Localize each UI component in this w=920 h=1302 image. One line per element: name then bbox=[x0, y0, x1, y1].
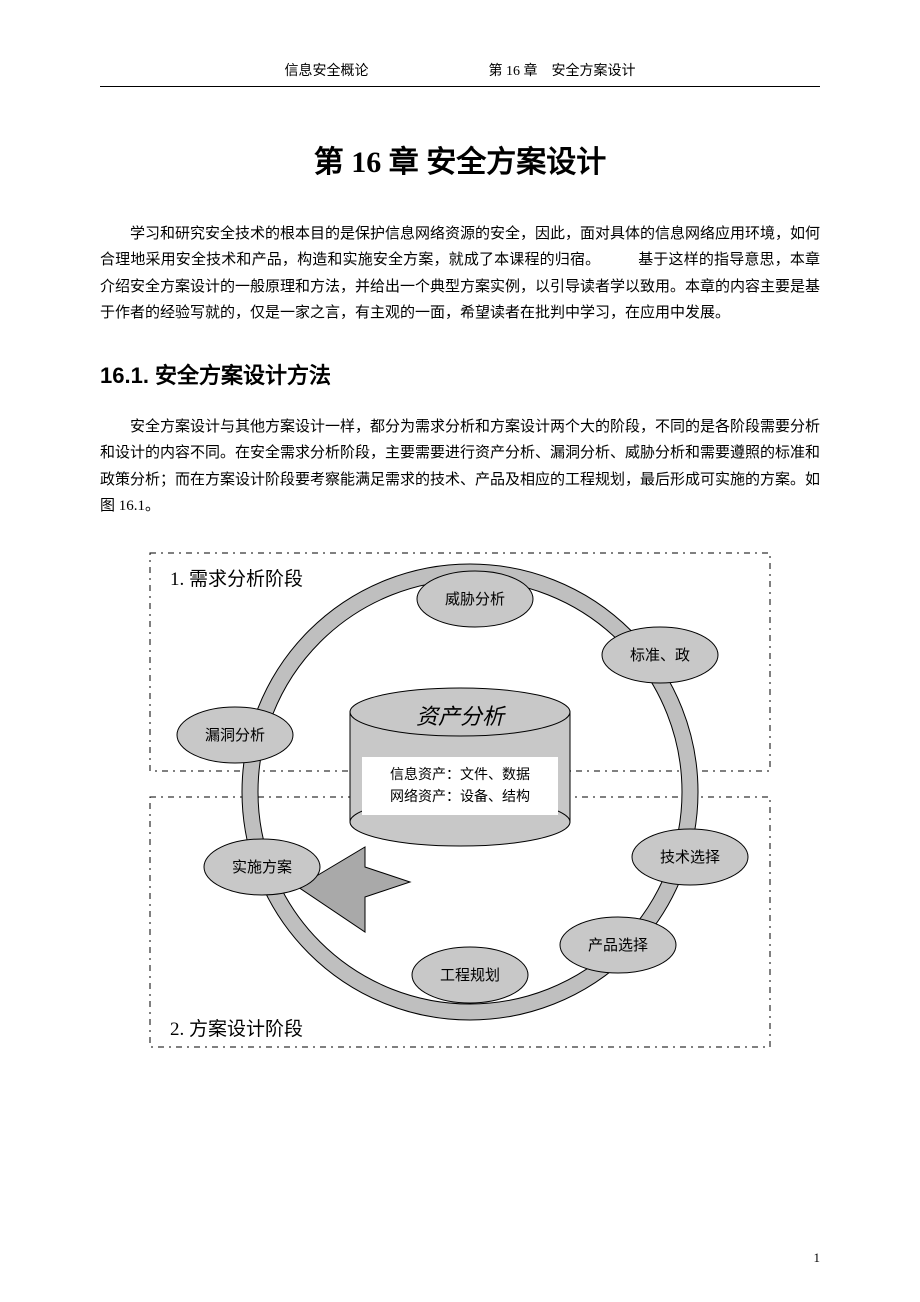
header-right: 第 16 章 安全方案设计 bbox=[489, 60, 636, 80]
intro-paragraph: 学习和研究安全技术的根本目的是保护信息网络资源的安全，因此，面对具体的信息网络应… bbox=[100, 221, 820, 326]
svg-text:1. 需求分析阶段: 1. 需求分析阶段 bbox=[170, 568, 303, 590]
page-number: 1 bbox=[814, 1250, 821, 1266]
svg-text:资产分析: 资产分析 bbox=[416, 704, 507, 729]
figure-16-1: 资产分析信息资产：文件、数据网络资产：设备、结构 威胁分析标准、政漏洞分析技术选择… bbox=[100, 537, 820, 1067]
chapter-title: 第 16 章 安全方案设计 bbox=[100, 137, 820, 181]
svg-text:威胁分析: 威胁分析 bbox=[445, 591, 505, 608]
svg-text:2. 方案设计阶段: 2. 方案设计阶段 bbox=[170, 1018, 303, 1040]
svg-text:网络资产：设备、结构: 网络资产：设备、结构 bbox=[390, 788, 530, 805]
flowchart-svg: 资产分析信息资产：文件、数据网络资产：设备、结构 威胁分析标准、政漏洞分析技术选择… bbox=[120, 537, 800, 1067]
svg-text:标准、政: 标准、政 bbox=[630, 647, 690, 664]
svg-text:信息资产：文件、数据: 信息资产：文件、数据 bbox=[390, 766, 530, 783]
svg-text:漏洞分析: 漏洞分析 bbox=[205, 727, 265, 744]
section-16-1-paragraph: 安全方案设计与其他方案设计一样，都分为需求分析和方案设计两个大的阶段，不同的是各… bbox=[100, 414, 820, 519]
section-16-1-title: 16.1. 安全方案设计方法 bbox=[100, 358, 820, 390]
svg-text:工程规划: 工程规划 bbox=[440, 967, 500, 984]
svg-text:产品选择: 产品选择 bbox=[588, 937, 648, 954]
svg-text:技术选择: 技术选择 bbox=[660, 849, 720, 866]
running-header: 信息安全概论 第 16 章 安全方案设计 bbox=[100, 60, 820, 87]
page: 信息安全概论 第 16 章 安全方案设计 第 16 章 安全方案设计 学习和研究… bbox=[0, 0, 920, 1107]
svg-text:实施方案: 实施方案 bbox=[232, 858, 292, 876]
header-left: 信息安全概论 bbox=[285, 60, 369, 80]
